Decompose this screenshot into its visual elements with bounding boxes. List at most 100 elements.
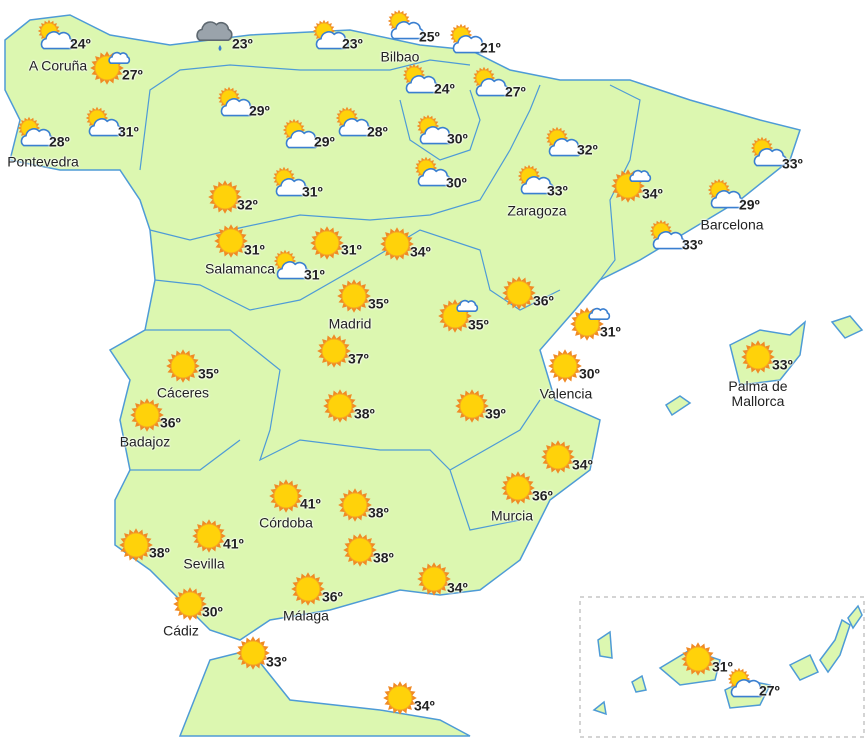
weather-icon bbox=[37, 19, 75, 50]
weather-icon bbox=[317, 334, 351, 368]
temperature: 34º bbox=[642, 185, 663, 202]
weather-icon bbox=[343, 533, 377, 567]
weather-icon bbox=[291, 572, 325, 606]
temperature: 30º bbox=[446, 174, 467, 191]
weather-icon bbox=[541, 440, 575, 474]
city-name: Pontevedra bbox=[7, 153, 79, 170]
weather-icon bbox=[417, 562, 451, 596]
temperature: 31º bbox=[304, 266, 325, 283]
sun-disc bbox=[170, 353, 196, 379]
cloud bbox=[315, 31, 350, 50]
cloud bbox=[285, 130, 320, 149]
sun-disc bbox=[134, 402, 160, 428]
temperature: 37º bbox=[348, 350, 369, 367]
city-name: Barcelona bbox=[700, 216, 764, 233]
weather-icon bbox=[548, 349, 582, 383]
temperature: 33º bbox=[782, 155, 803, 172]
canary-inset-frame bbox=[579, 596, 865, 738]
sun-disc bbox=[123, 532, 149, 558]
weather-icon bbox=[570, 307, 611, 341]
weather-icon bbox=[119, 528, 153, 562]
cloud bbox=[20, 128, 55, 147]
temperature: 33º bbox=[772, 356, 793, 373]
temperature: 33º bbox=[266, 653, 287, 670]
city-name: Córdoba bbox=[259, 514, 313, 531]
cloud bbox=[652, 231, 687, 250]
temperature: 27º bbox=[505, 83, 526, 100]
cloud bbox=[338, 118, 373, 137]
city-name: Madrid bbox=[328, 315, 372, 332]
city-name: Cádiz bbox=[163, 622, 199, 639]
cloud bbox=[275, 178, 310, 197]
sun-disc bbox=[314, 230, 340, 256]
temperature: 36º bbox=[533, 292, 554, 309]
temperature: 24º bbox=[434, 80, 455, 97]
city-name: Valencia bbox=[539, 385, 593, 402]
temperature: 34º bbox=[572, 456, 593, 473]
cloud bbox=[548, 138, 583, 157]
temperature: 35º bbox=[368, 295, 389, 312]
temperature: 33º bbox=[682, 236, 703, 253]
cloud bbox=[417, 168, 452, 187]
weather-icon bbox=[383, 681, 417, 715]
sun-disc bbox=[552, 353, 578, 379]
weather-icon bbox=[310, 226, 344, 260]
weather-icon bbox=[196, 21, 233, 51]
temperature: 27º bbox=[122, 66, 143, 83]
cloud bbox=[88, 118, 123, 137]
temperature: 38º bbox=[373, 549, 394, 566]
temperature: 31º bbox=[244, 241, 265, 258]
temperature: 23º bbox=[232, 35, 253, 52]
temperature: 38º bbox=[368, 504, 389, 521]
temperature: 31º bbox=[302, 183, 323, 200]
city-name: Zaragoza bbox=[507, 202, 567, 219]
weather-icon bbox=[727, 667, 765, 698]
cloud bbox=[390, 21, 425, 40]
sun-disc bbox=[459, 393, 485, 419]
weather-icon bbox=[17, 116, 55, 147]
weather-icon bbox=[335, 106, 373, 137]
city-name: Málaga bbox=[283, 607, 329, 624]
sun-disc bbox=[384, 231, 410, 257]
sun-disc bbox=[196, 523, 222, 549]
weather-icon bbox=[217, 86, 255, 117]
weather-icon bbox=[449, 23, 487, 54]
weather-icon bbox=[649, 219, 687, 250]
weather-icon bbox=[282, 118, 320, 149]
cloud bbox=[40, 31, 75, 50]
temperature: 30º bbox=[202, 603, 223, 620]
weather-icon bbox=[312, 19, 350, 50]
sun-disc bbox=[342, 492, 368, 518]
temperature: 34º bbox=[414, 697, 435, 714]
temperature: 30º bbox=[579, 365, 600, 382]
cloud bbox=[452, 35, 487, 54]
weather-icon bbox=[272, 166, 310, 197]
cloud bbox=[196, 21, 233, 41]
temperature: 31º bbox=[118, 123, 139, 140]
temperature: 31º bbox=[712, 658, 733, 675]
temperature: 36º bbox=[322, 588, 343, 605]
weather-icon bbox=[208, 180, 242, 214]
temperature: 28º bbox=[367, 123, 388, 140]
temperature: 41º bbox=[223, 535, 244, 552]
temperature: 34º bbox=[447, 579, 468, 596]
temperature: 31º bbox=[600, 323, 621, 340]
sun-disc bbox=[421, 566, 447, 592]
sun-disc bbox=[218, 228, 244, 254]
city-name: Bilbao bbox=[380, 48, 420, 65]
sun-disc bbox=[327, 393, 353, 419]
temperature: 27º bbox=[759, 682, 780, 699]
weather-icon bbox=[192, 519, 226, 553]
city-name: Murcia bbox=[490, 507, 534, 524]
sun-disc bbox=[685, 646, 711, 672]
weather-icon bbox=[402, 63, 440, 94]
cloud bbox=[419, 126, 454, 145]
cloud bbox=[730, 679, 765, 698]
cloud bbox=[276, 261, 311, 280]
temperature: 28º bbox=[49, 133, 70, 150]
weather-icon bbox=[416, 114, 454, 145]
cloud bbox=[520, 176, 555, 195]
weather-icon bbox=[611, 169, 652, 203]
